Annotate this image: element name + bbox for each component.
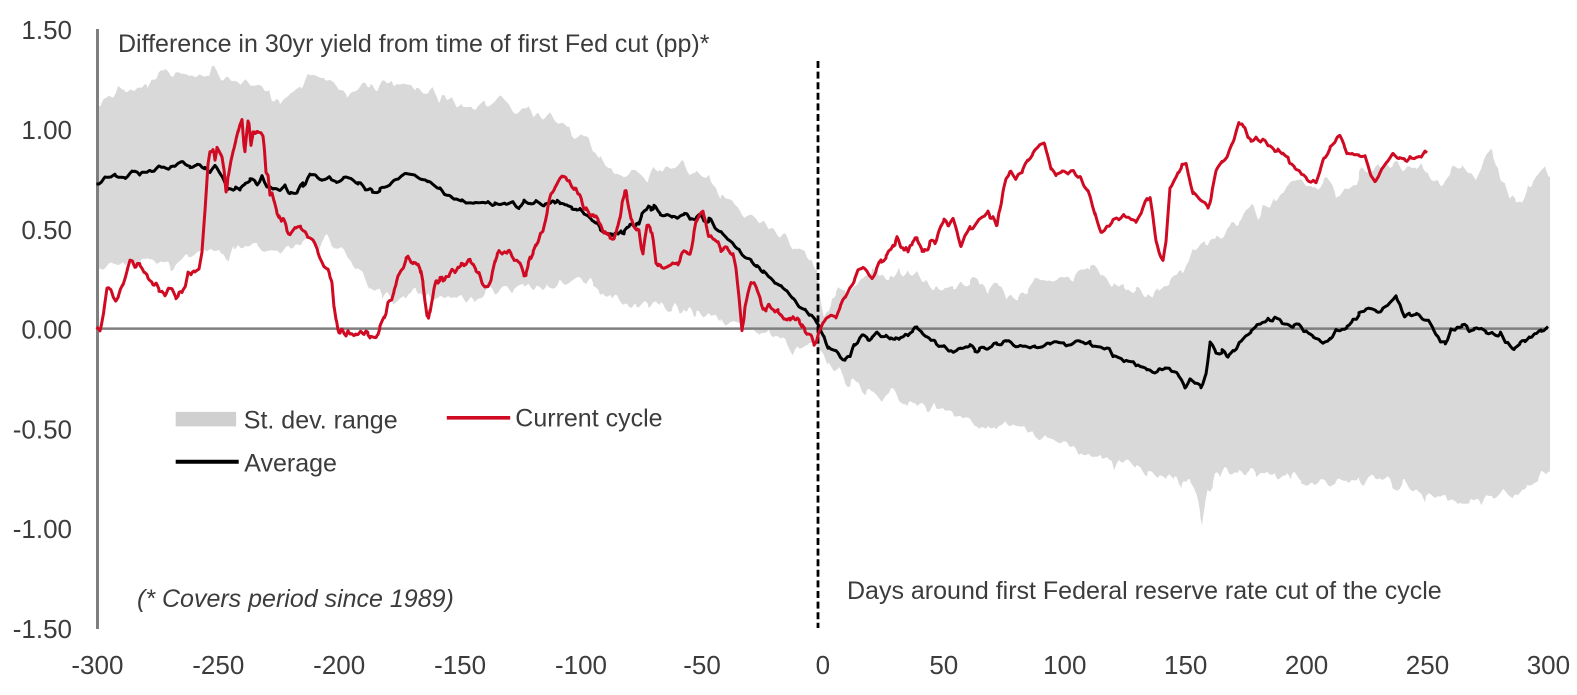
svg-text:1.00: 1.00 xyxy=(21,115,72,145)
svg-text:0: 0 xyxy=(816,650,830,680)
svg-text:-200: -200 xyxy=(313,650,365,680)
svg-text:St. dev. range: St. dev. range xyxy=(244,407,398,435)
svg-text:100: 100 xyxy=(1043,650,1086,680)
svg-text:(* Covers period since 1989): (* Covers period since 1989) xyxy=(137,585,454,613)
svg-text:50: 50 xyxy=(929,650,958,680)
svg-text:-1.50: -1.50 xyxy=(13,614,72,644)
svg-text:-300: -300 xyxy=(71,650,123,680)
svg-text:-250: -250 xyxy=(192,650,244,680)
svg-text:300: 300 xyxy=(1527,650,1570,680)
svg-text:Difference in 30yr yield from: Difference in 30yr yield from time of fi… xyxy=(118,30,710,58)
svg-text:Days around first Federal rese: Days around first Federal reserve rate c… xyxy=(847,577,1442,605)
svg-text:200: 200 xyxy=(1285,650,1328,680)
svg-text:150: 150 xyxy=(1164,650,1207,680)
svg-text:-1.00: -1.00 xyxy=(13,514,72,544)
svg-text:Average: Average xyxy=(244,450,337,478)
svg-text:-50: -50 xyxy=(683,650,721,680)
svg-text:0.00: 0.00 xyxy=(21,315,72,345)
svg-text:Current cycle: Current cycle xyxy=(515,405,662,433)
svg-text:250: 250 xyxy=(1406,650,1449,680)
svg-text:-100: -100 xyxy=(555,650,607,680)
svg-text:-150: -150 xyxy=(434,650,486,680)
svg-text:-0.50: -0.50 xyxy=(13,414,72,444)
svg-text:0.50: 0.50 xyxy=(21,215,72,245)
svg-text:1.50: 1.50 xyxy=(21,15,72,45)
